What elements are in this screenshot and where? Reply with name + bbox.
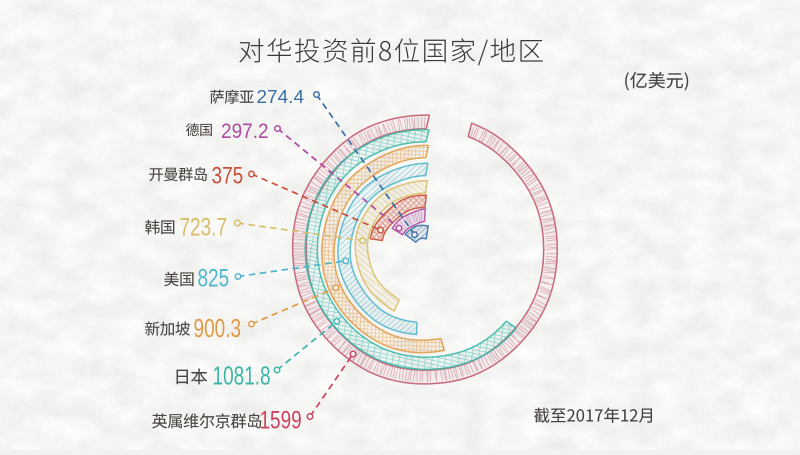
svg-text:825: 825	[198, 264, 230, 292]
svg-text:274.4: 274.4	[257, 86, 305, 106]
svg-text:723.7: 723.7	[180, 213, 228, 241]
svg-text:375: 375	[212, 161, 244, 189]
svg-text:1599: 1599	[260, 406, 302, 434]
svg-text:900.3: 900.3	[194, 314, 242, 342]
svg-text:1081.8: 1081.8	[213, 362, 271, 390]
svg-text:297.2: 297.2	[221, 120, 269, 143]
